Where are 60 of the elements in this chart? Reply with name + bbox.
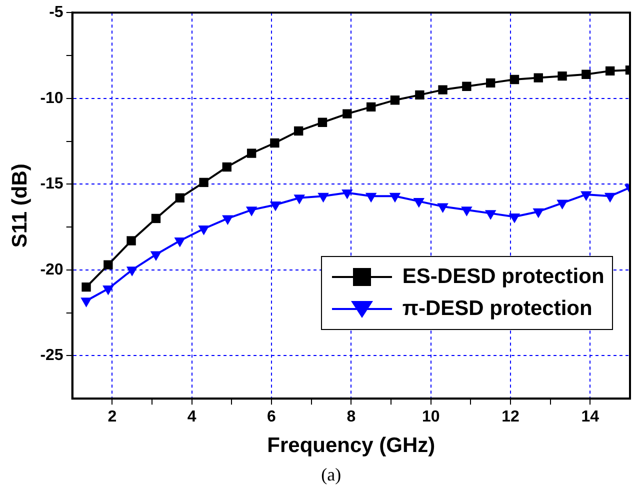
point bbox=[510, 74, 520, 84]
point bbox=[318, 118, 328, 127]
x-tick-label: 10 bbox=[422, 408, 440, 426]
point bbox=[126, 266, 138, 276]
point bbox=[366, 102, 376, 112]
point bbox=[438, 85, 448, 94]
point bbox=[342, 189, 353, 200]
x-axis-title: Frequency (GHz) bbox=[267, 434, 436, 458]
point bbox=[556, 200, 568, 210]
point bbox=[246, 148, 256, 158]
point bbox=[461, 206, 472, 216]
point bbox=[151, 214, 161, 224]
point bbox=[222, 162, 232, 172]
point bbox=[80, 298, 92, 308]
point bbox=[294, 194, 306, 204]
x-tick-label: 2 bbox=[108, 408, 117, 426]
point bbox=[486, 78, 496, 88]
x-tick-label: 4 bbox=[187, 408, 196, 426]
point bbox=[175, 193, 184, 202]
point bbox=[294, 126, 304, 136]
point bbox=[318, 192, 329, 203]
point bbox=[484, 210, 496, 220]
point bbox=[437, 203, 448, 213]
point bbox=[270, 138, 280, 148]
point bbox=[558, 71, 567, 81]
point bbox=[413, 198, 425, 208]
point bbox=[604, 192, 616, 203]
point bbox=[102, 286, 114, 296]
point bbox=[150, 251, 162, 261]
y-tick-label: -25 bbox=[40, 347, 64, 364]
point bbox=[198, 226, 210, 236]
y-tick-label: -5 bbox=[49, 4, 64, 22]
point bbox=[342, 109, 352, 118]
y-tick-label: -10 bbox=[40, 90, 64, 107]
point bbox=[508, 214, 520, 224]
point bbox=[270, 201, 282, 212]
point bbox=[532, 208, 544, 218]
point bbox=[605, 66, 615, 76]
legend-label: ES-DESD protection bbox=[402, 264, 604, 289]
point bbox=[580, 191, 592, 201]
x-tick-label: 8 bbox=[346, 408, 356, 426]
y-tick-label: -20 bbox=[40, 261, 64, 278]
legend-label: π-DESD protection bbox=[402, 296, 592, 321]
point bbox=[415, 90, 424, 100]
point bbox=[365, 192, 377, 203]
point bbox=[389, 192, 401, 203]
text: (a) bbox=[321, 464, 342, 485]
point bbox=[534, 73, 543, 82]
point bbox=[390, 95, 400, 105]
point bbox=[222, 215, 234, 225]
point bbox=[199, 178, 208, 188]
x-tick-label: 14 bbox=[581, 408, 600, 426]
point bbox=[246, 206, 258, 216]
y-axis-title: S11 (dB) bbox=[8, 164, 32, 248]
point bbox=[462, 82, 472, 91]
x-tick-label: 12 bbox=[502, 408, 520, 426]
point bbox=[174, 238, 186, 248]
y-tick-label: -15 bbox=[40, 176, 64, 193]
x-tick-label: 6 bbox=[267, 408, 276, 426]
point bbox=[582, 70, 591, 79]
